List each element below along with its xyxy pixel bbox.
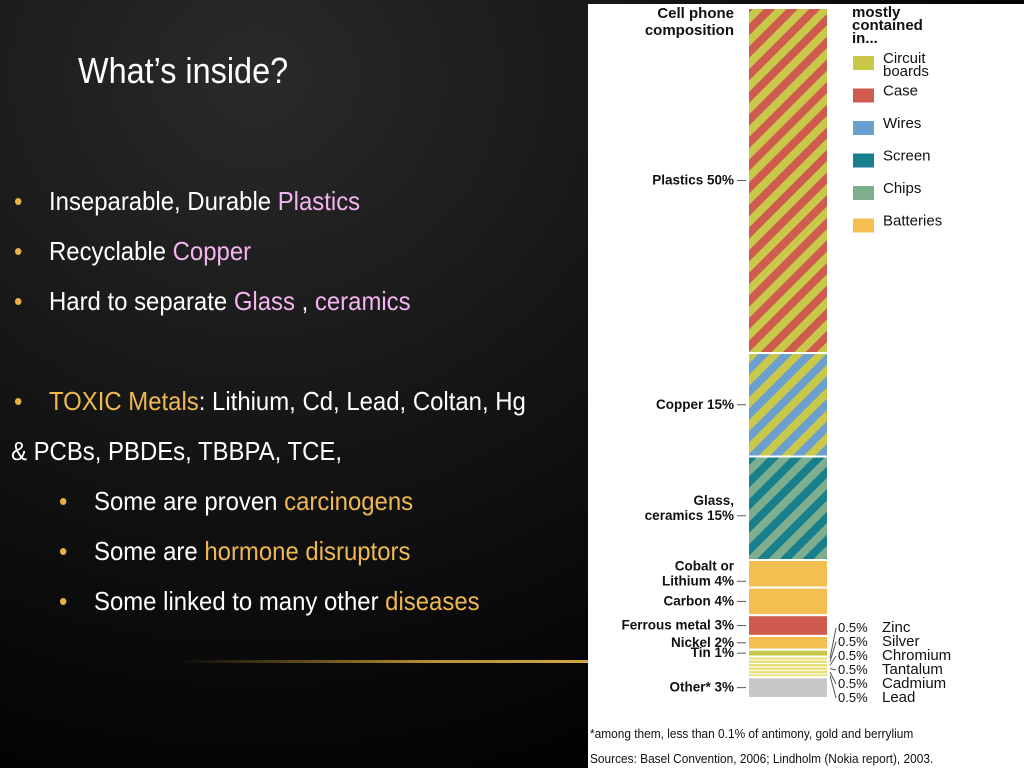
bar-segment [747, 614, 829, 637]
small-item-pct: 0.5% [838, 690, 868, 705]
subbullet-carcinogens: • Some are proven carcinogens [59, 486, 414, 517]
bullet-text: Some linked to many other [94, 586, 386, 616]
bar-segment [747, 648, 829, 658]
legend-label: Wires [883, 115, 921, 132]
bullet-dot: • [14, 186, 23, 216]
bullet-text: Recyclable [49, 236, 173, 266]
bullet-text: Hard to separate [49, 286, 234, 316]
legend-swatch [853, 186, 874, 200]
small-item-name: Cadmium [882, 675, 946, 692]
bullet-toxic-metals: • TOXIC Metals: Lithium, Cd, Lead, Coltan… [14, 386, 526, 417]
composition-figure: Cell phone composition Plastics 50% Copper … [588, 4, 1024, 768]
segment-label: Carbon 4% [663, 593, 734, 608]
segment-label: Other* 3% [669, 680, 734, 695]
bullet-highlight: Copper [172, 236, 252, 266]
bullet-dot: • [59, 486, 68, 516]
bullet-dot: • [14, 286, 23, 316]
bullet-dot: • [14, 236, 23, 266]
segment-label: Copper 15% [656, 397, 734, 412]
legend-label: Circuit [883, 50, 926, 67]
bullet-highlight: ceramics [314, 286, 411, 316]
segment-label: Glass, [693, 493, 734, 508]
bar-segment [747, 352, 829, 458]
small-item-pct: 0.5% [838, 620, 868, 635]
bullet-text: Inseparable, Durable [49, 186, 278, 216]
chart-title: Cell phone [657, 5, 734, 22]
legend-swatch [853, 56, 874, 70]
legend-title: contained [852, 17, 923, 34]
small-item-connector [829, 668, 837, 671]
small-item-connector [829, 641, 837, 662]
small-item-name: Silver [882, 633, 920, 650]
small-item-connector [829, 655, 837, 666]
small-item-pct: 0.5% [838, 634, 868, 649]
bullet-highlight: TOXIC Metals [49, 386, 199, 416]
bullet-text: : Lithium, Cd, Lead, Coltan, Hg [198, 386, 526, 416]
bullet-separator: , [294, 286, 315, 316]
bullet-highlight: carcinogens [284, 486, 414, 516]
bullet-highlight: hormone disruptors [204, 536, 411, 566]
legend-label: Case [883, 83, 918, 100]
segment-label: Plastics 50% [652, 173, 734, 188]
small-item-connector [829, 627, 837, 659]
legend-swatch [853, 121, 874, 135]
bullet-dot: • [14, 386, 23, 416]
bar-segment [747, 586, 829, 617]
small-item-name: Lead [882, 689, 915, 706]
legend-label: Screen [883, 148, 931, 165]
subbullet-hormone: • Some are hormone disruptors [59, 536, 411, 567]
legend-label: Chips [883, 180, 921, 197]
small-item-pct: 0.5% [838, 662, 868, 677]
legend-title: mostly [852, 4, 901, 21]
legend-swatch [853, 88, 874, 103]
legend-swatch [853, 218, 874, 233]
chart-title: composition [645, 22, 734, 39]
bar-segment [747, 634, 829, 651]
bullet-continuation: & PCBs, PBDEs, TBBPA, TCE, [11, 436, 342, 467]
bullet-highlight: Plastics [277, 186, 361, 216]
legend-swatch [853, 153, 874, 168]
segment-label: Ferrous metal 3% [621, 618, 734, 633]
small-item-pct: 0.5% [838, 648, 868, 663]
small-item-name: Tantalum [882, 661, 943, 678]
decorative-divider [180, 660, 600, 663]
segment-label: Lithium 4% [662, 573, 734, 588]
bar-segment [747, 455, 829, 561]
bullet-glass: • Hard to separate Glass , ceramics [14, 286, 411, 317]
bar-segment [747, 676, 829, 699]
small-item-name: Zinc [882, 619, 911, 636]
small-item-connector [829, 671, 837, 685]
legend-title: in... [852, 30, 878, 47]
bullet-copper: • Recyclable Copper [14, 236, 252, 267]
small-item-connector [829, 675, 837, 699]
bar-segment [747, 559, 829, 589]
segment-label: Nickel 2% [671, 635, 734, 650]
segment-label: Cobalt or [675, 558, 735, 573]
legend-label: Batteries [883, 213, 942, 230]
small-item-name: Chromium [882, 647, 951, 664]
segment-label: ceramics 15% [645, 508, 734, 523]
slide-title: What’s inside? [78, 50, 289, 91]
bullet-dot: • [59, 586, 68, 616]
bullet-highlight: diseases [385, 586, 480, 616]
chart-source: Sources: Basel Convention, 2006; Lindhol… [590, 752, 934, 766]
chart-footnote: *among them, less than 0.1% of antimony,… [590, 727, 914, 741]
segment-label: Tin 1% [691, 645, 734, 660]
bullet-highlight: Glass [233, 286, 295, 316]
bullet-plastics: • Inseparable, Durable Plastics [14, 186, 361, 217]
bullet-dot: • [59, 536, 68, 566]
bullet-text: Some are proven [94, 486, 285, 516]
bullet-text: & PCBs, PBDEs, TBBPA, TCE, [11, 436, 342, 466]
legend-label: boards [883, 63, 929, 80]
small-item-pct: 0.5% [838, 676, 868, 691]
bar-segment [747, 7, 829, 354]
bullet-text: Some are [94, 536, 205, 566]
subbullet-diseases: • Some linked to many other diseases [59, 586, 480, 617]
